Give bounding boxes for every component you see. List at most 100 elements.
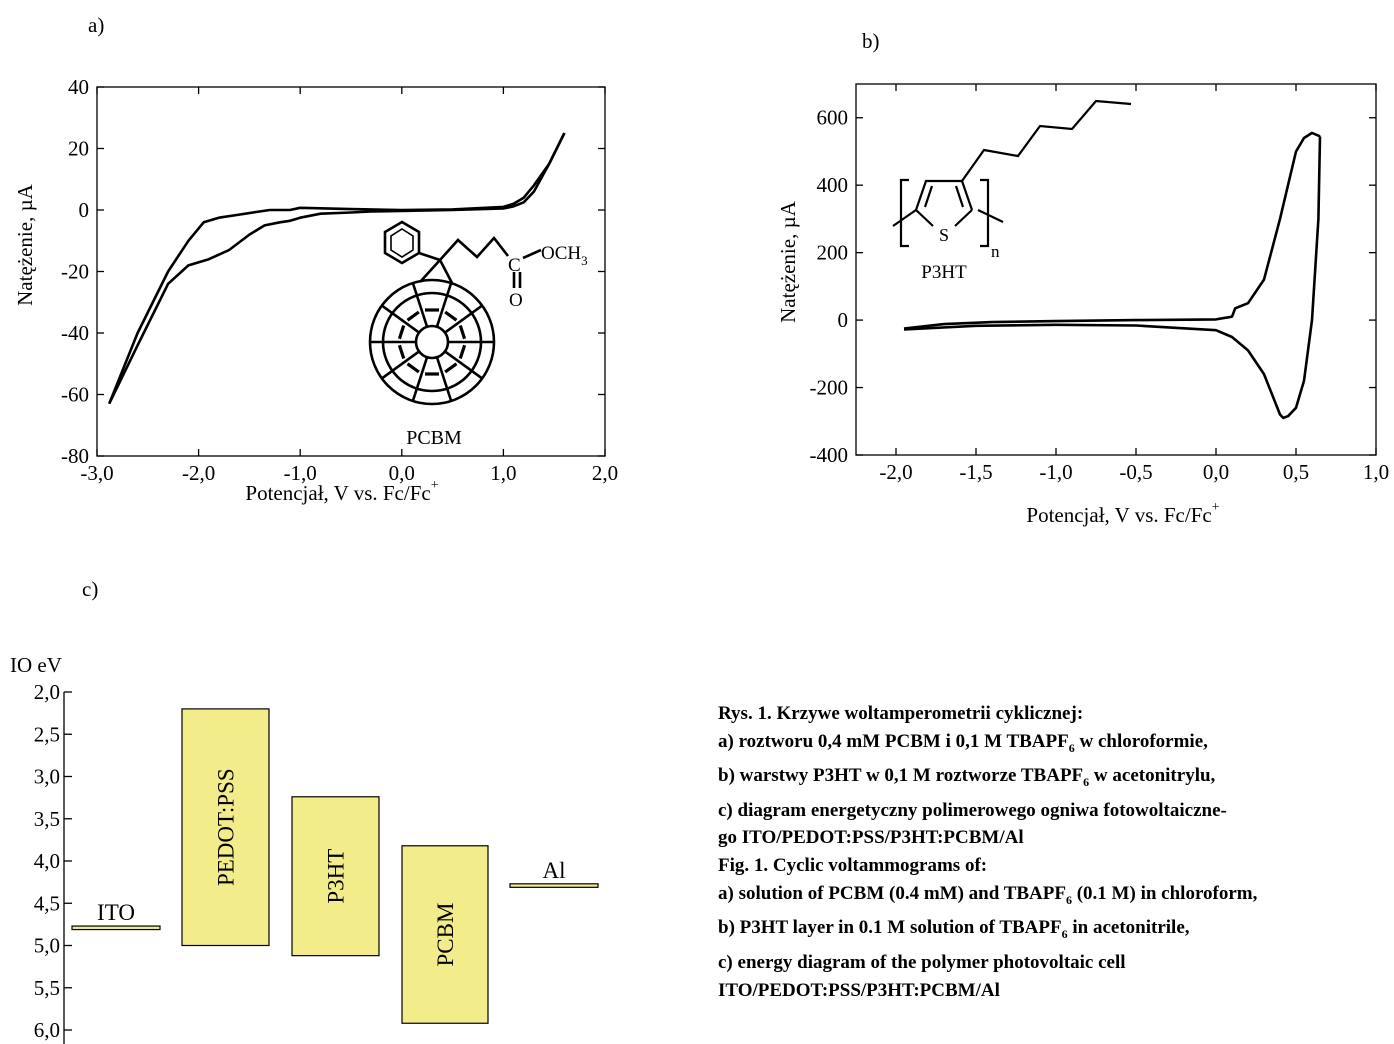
pcbm-spoke bbox=[435, 356, 453, 402]
pcbm-double-bond bbox=[444, 310, 458, 322]
caption-pl-a-sub: 6 bbox=[1068, 740, 1075, 755]
caption: Rys. 1. Krzywe woltamperometrii cykliczn… bbox=[718, 700, 1390, 1004]
chart-c-y-tick-label: 2,5 bbox=[34, 722, 60, 746]
chart-b-x-tick-label: -1,0 bbox=[1039, 460, 1072, 484]
pcbm-ester-label: OCH3 bbox=[541, 243, 588, 268]
caption-pl-b-2: w acetonitrylu, bbox=[1089, 765, 1216, 787]
chart-b-xlabel-text: Potencjał, V vs. Fc/Fc bbox=[1026, 503, 1211, 527]
chart-c-y-tick-label: 6,0 bbox=[34, 1018, 60, 1042]
caption-en-a: a) solution of PCBM (0.4 mM) and TBAPF6 … bbox=[718, 880, 1390, 915]
chart-b-xlabel: Potencjał, V vs. Fc/Fc+ bbox=[1026, 500, 1219, 527]
pcbm-ester-text: OCH bbox=[541, 243, 581, 264]
caption-en-b-sub: 6 bbox=[1061, 927, 1068, 942]
energy-bar-pedot-pss bbox=[181, 708, 270, 947]
chart-c-y-tick-label: 5,0 bbox=[34, 934, 60, 958]
chart-a-ylabel: Natężenie, µA bbox=[13, 183, 37, 306]
chart-b-x-tick-label: -2,0 bbox=[879, 460, 912, 484]
chart-a-y-tick-label: -60 bbox=[61, 383, 89, 407]
chart-b-xlabel-sup: + bbox=[1212, 500, 1220, 515]
chart-a-xlabel-sup: + bbox=[431, 478, 439, 493]
pcbm-spoke bbox=[381, 350, 420, 380]
caption-en-b-1: b) P3HT layer in 0.1 M solution of TBAPF bbox=[718, 917, 1062, 939]
pcbm-spoke bbox=[381, 304, 420, 334]
caption-en-a-sub: 6 bbox=[1065, 892, 1072, 907]
chart-c-ylabel: IO eV bbox=[10, 653, 62, 677]
pcbm-spoke bbox=[435, 282, 453, 328]
chart-a-x-tick-label: -2,0 bbox=[182, 461, 215, 485]
caption-pl-a-2: w chloroformie, bbox=[1074, 730, 1208, 752]
caption-pl-c-2: go ITO/PEDOT:PSS/P3HT:PCBM/Al bbox=[718, 827, 1024, 849]
pcbm-structure bbox=[368, 220, 542, 406]
chart-a-series-line-2 bbox=[108, 132, 566, 405]
caption-en-c-2: ITO/PEDOT:PSS/P3HT:PCBM/Al bbox=[718, 979, 1000, 1001]
pcbm-double-bond bbox=[458, 324, 467, 340]
chart-b-y-tick-label: -400 bbox=[810, 443, 849, 467]
chart-b-x-tick-label: 1,0 bbox=[1363, 460, 1389, 484]
panel-label-c: c) bbox=[82, 577, 98, 601]
energy-bar-pcbm bbox=[401, 845, 489, 1024]
caption-pl-b-sub: 6 bbox=[1083, 775, 1090, 789]
pcbm-double-bond bbox=[406, 362, 420, 374]
pcbm-ester-sub: 3 bbox=[581, 253, 588, 268]
energy-bar-p3ht bbox=[291, 796, 380, 957]
pcbm-oxygen-label: O bbox=[509, 290, 523, 311]
p3ht-structure bbox=[892, 99, 1132, 248]
chart-a-y-tick-label: 20 bbox=[68, 137, 89, 161]
caption-en-b: b) P3HT layer in 0.1 M solution of TBAPF… bbox=[718, 914, 1390, 949]
caption-pl-a: a) roztworu 0,4 mM PCBM i 0,1 M TBAPF6 w… bbox=[718, 728, 1390, 763]
chart-b-y-tick-label: -200 bbox=[810, 376, 849, 400]
energy-bar-label: P3HT bbox=[324, 849, 349, 904]
energy-bar-label: ITO bbox=[97, 900, 135, 925]
chart-a-y-tick-label: -80 bbox=[61, 444, 89, 468]
chart-a-y-tick-label: -40 bbox=[61, 321, 89, 345]
p3ht-sulfur-label: S bbox=[939, 225, 949, 245]
chart-c-y-tick-label: 3,5 bbox=[34, 807, 60, 831]
caption-en-a-1: a) solution of PCBM (0.4 mM) and TBAPF bbox=[718, 882, 1066, 904]
pcbm-double-bond bbox=[458, 344, 467, 360]
chart-c-y-tick-label: 4,0 bbox=[34, 849, 60, 873]
chart-a-x-tick-label: 2,0 bbox=[592, 461, 618, 485]
p3ht-annotation: P3HT bbox=[921, 262, 967, 283]
caption-pl-c-1: c) diagram energetyczny polimerowego ogn… bbox=[718, 799, 1227, 821]
caption-pl-b-1: b) warstwy P3HT w 0,1 M roztworze TBAPF bbox=[718, 765, 1084, 787]
chart-b-frame bbox=[855, 83, 1377, 456]
energy-bar-label: PEDOT:PSS bbox=[214, 768, 239, 886]
pcbm-double-bond bbox=[397, 344, 406, 360]
pcbm-spoke bbox=[411, 282, 429, 328]
chart-b-x-tick-label: -1,5 bbox=[959, 460, 992, 484]
chart-c-y-tick-label: 5,5 bbox=[34, 976, 60, 1000]
chart-a-frame bbox=[96, 86, 606, 457]
chart-b-x-tick-label: 0,0 bbox=[1203, 460, 1229, 484]
chart-b-y-tick-label: 400 bbox=[817, 173, 849, 197]
pcbm-spoke bbox=[411, 356, 429, 402]
energy-bar-ito bbox=[71, 925, 161, 931]
pcbm-carbon-label: C bbox=[508, 255, 521, 276]
chart-a-x-tick-label: 0,0 bbox=[389, 461, 415, 485]
chart-a-y-tick-label: -20 bbox=[61, 260, 89, 284]
caption-pl-a-1: a) roztworu 0,4 mM PCBM i 0,1 M TBAPF bbox=[718, 730, 1069, 752]
chart-a-xlabel: Potencjał, V vs. Fc/Fc+ bbox=[245, 478, 438, 505]
chart-c-y-tick-label: 3,0 bbox=[34, 765, 60, 789]
pcbm-double-bond bbox=[406, 310, 420, 322]
p3ht-n-label: n bbox=[991, 242, 1000, 261]
energy-bar-label: Al bbox=[543, 858, 566, 883]
caption-en-a-2: (0.1 M) in chloroform, bbox=[1071, 882, 1258, 904]
pcbm-annotation: PCBM bbox=[406, 427, 462, 449]
chart-b-y-tick-label: 0 bbox=[838, 308, 849, 332]
chart-c-y-tick-label: 2,0 bbox=[34, 680, 60, 704]
chart-b-x-tick-label: 0,5 bbox=[1283, 460, 1309, 484]
chart-a-y-tick-label: 40 bbox=[68, 75, 89, 99]
chart-b-y-tick-label: 600 bbox=[817, 106, 849, 130]
chart-a-x-tick-label: -3,0 bbox=[80, 461, 113, 485]
chart-a-x-tick-label: 1,0 bbox=[490, 461, 516, 485]
panel-label-b: b) bbox=[862, 29, 880, 53]
chart-a-series-line-1 bbox=[107, 132, 566, 405]
chart-a-y-tick-label: 0 bbox=[79, 198, 90, 222]
caption-pl-b: b) warstwy P3HT w 0,1 M roztworze TBAPF6… bbox=[718, 762, 1390, 797]
pcbm-double-bond bbox=[444, 362, 458, 374]
chart-b-ylabel: Natężenie, µA bbox=[776, 200, 800, 323]
pcbm-double-bond bbox=[397, 324, 406, 340]
chart-b: -2,0 -1,5 -1,0 -0,5 0,0 0,5 1,0 -400 -200 0 200 400… bbox=[776, 83, 1389, 527]
pcbm-spoke bbox=[444, 350, 483, 380]
